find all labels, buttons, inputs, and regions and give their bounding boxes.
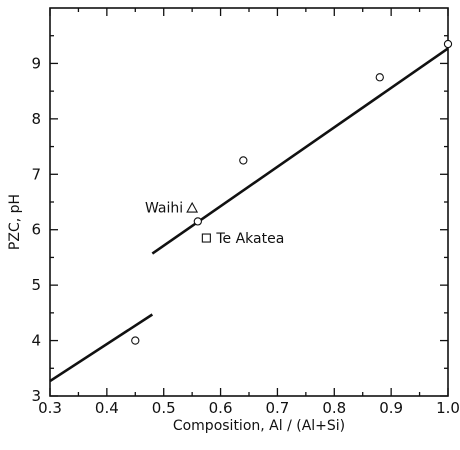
point-labels: Waihi Te Akatea xyxy=(145,201,284,247)
y-tick-label: 4 xyxy=(31,332,41,350)
data-point-circle xyxy=(239,156,248,165)
x-tick-label: 1.0 xyxy=(436,399,460,417)
te-akatea-label: Te Akatea xyxy=(215,231,284,247)
y-tick-label: 3 xyxy=(31,387,41,405)
data-point-circle xyxy=(443,39,453,49)
fit-line xyxy=(49,313,154,383)
x-tick-label: 0.4 xyxy=(95,399,119,417)
x-tick-label: 0.7 xyxy=(265,399,289,417)
plot-frame xyxy=(49,7,449,397)
waihi-label: Waihi xyxy=(145,201,183,217)
y-tick-label: 7 xyxy=(31,165,41,183)
y-tick-label: 8 xyxy=(31,110,41,128)
x-axis-ticks: 0.3 0.4 0.5 0.6 0.7 0.8 0.9 1.0 xyxy=(38,8,460,417)
data-point-te-akatea xyxy=(201,233,211,243)
data-point-circle xyxy=(131,336,140,345)
y-tick-label: 6 xyxy=(31,221,41,239)
y-axis-ticks: 3 4 5 6 7 8 9 xyxy=(31,35,448,405)
data-points xyxy=(131,39,453,345)
data-point-circle xyxy=(193,217,202,226)
x-tick-label: 0.9 xyxy=(379,399,403,417)
plot-border xyxy=(49,7,449,397)
fit-lines xyxy=(49,47,449,383)
y-axis-label: PZC, pH xyxy=(7,194,23,250)
data-point-waihi xyxy=(186,201,199,213)
data-point-circle xyxy=(375,73,384,82)
x-tick-label: 0.3 xyxy=(38,399,62,417)
y-tick-label: 5 xyxy=(31,276,41,294)
x-tick-label: 0.8 xyxy=(322,399,346,417)
x-tick-label: 0.5 xyxy=(152,399,176,417)
x-axis-label: Composition, Al / (Al+Si) xyxy=(173,418,345,434)
y-tick-label: 9 xyxy=(31,54,41,72)
fit-line xyxy=(151,47,449,255)
x-tick-label: 0.6 xyxy=(209,399,233,417)
